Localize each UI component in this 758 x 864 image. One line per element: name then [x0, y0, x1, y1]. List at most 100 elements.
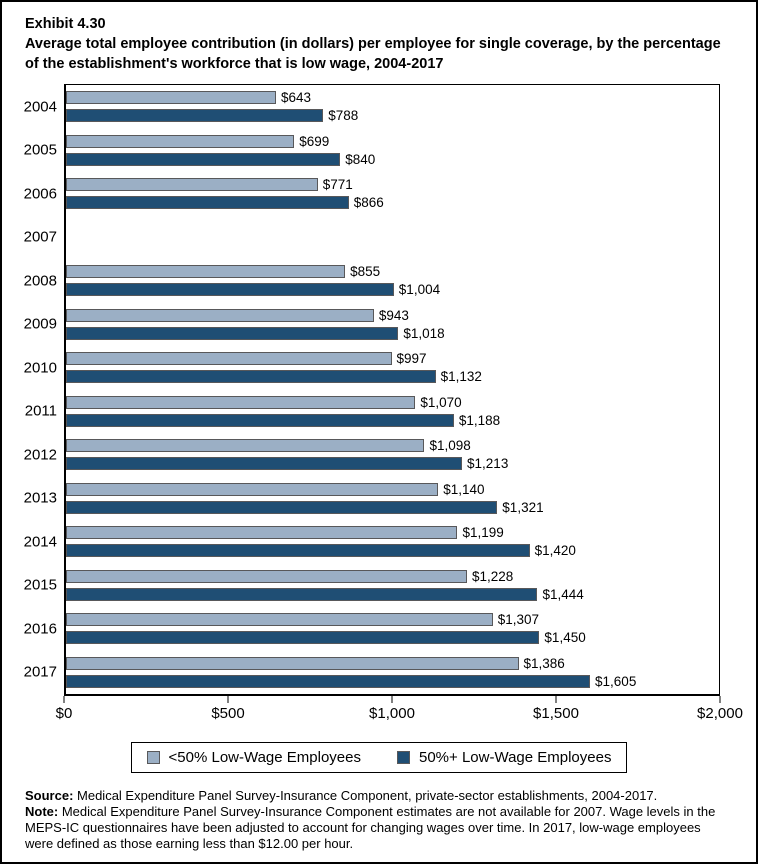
chart-row-2006: 2006 $771 $866: [24, 172, 719, 216]
bar-value-label: $1,018: [403, 325, 445, 341]
chart-row-2015: 2015 $1,228 $1,444: [24, 564, 719, 608]
bar-line: $1,228: [66, 568, 719, 584]
bar-line: $1,070: [66, 394, 719, 410]
legend-label-lt50: <50% Low-Wage Employees: [168, 749, 361, 766]
legend-item-lt50: <50% Low-Wage Employees: [146, 749, 361, 766]
bar-value-label: $1,132: [440, 369, 482, 385]
bar-lt50-2016: [66, 613, 493, 627]
chart-row-2007: 2007: [24, 216, 719, 260]
bar-lt50-2013: [66, 482, 439, 496]
bar-line: $943: [66, 307, 719, 323]
bar-value-label: $788: [328, 108, 359, 124]
bar-value-label: $1,228: [471, 568, 514, 584]
chart-row-2013: 2013 $1,140 $1,321: [24, 477, 719, 521]
year-label-2009: 2009: [23, 315, 57, 333]
bar-value-label: $1,307: [497, 612, 540, 628]
bar-50plus-2005: [66, 152, 341, 166]
bar-value-label: $1,450: [544, 630, 586, 646]
bar-value-label: $997: [396, 351, 427, 367]
chart-row-2016: 2016 $1,307 $1,450: [24, 607, 719, 651]
bar-lt50-2015: [66, 569, 467, 583]
bar-50plus-2011: [66, 413, 454, 427]
bar-value-label: $1,444: [542, 586, 584, 602]
footer-notes: Source: Medical Expenditure Panel Survey…: [2, 773, 756, 852]
bar-lt50-2014: [66, 526, 458, 540]
bar-line: $771: [66, 177, 719, 193]
chart-row-2011: 2011 $1,070 $1,188: [25, 390, 719, 434]
source-text: Medical Expenditure Panel Survey-Insuran…: [73, 788, 658, 803]
bar-value-label: $643: [280, 90, 311, 106]
year-label-2005: 2005: [23, 141, 57, 159]
x-axis-tick-label: $2,000: [697, 705, 743, 722]
bar-value-label: $1,386: [523, 655, 565, 671]
page-title: Average total employee contribution (in …: [25, 36, 721, 72]
bar-lt50-2006: [66, 178, 318, 192]
bar-value-label: $1,188: [458, 412, 501, 428]
legend-box: <50% Low-Wage Employees 50%+ Low-Wage Em…: [130, 742, 628, 773]
bar-value-label: $1,321: [502, 499, 544, 515]
bar-value-label: $771: [322, 177, 353, 193]
bar-value-label: $1,004: [398, 282, 441, 298]
year-label-2013: 2013: [23, 489, 57, 507]
note-line: Note: Medical Expenditure Panel Survey-I…: [25, 804, 732, 852]
bar-line: $788: [66, 108, 719, 124]
chart-row-2005: 2005 $699 $840: [24, 129, 719, 173]
bar-50plus-2012: [66, 457, 463, 471]
year-label-2017: 2017: [23, 663, 57, 681]
x-axis-tick-label: $500: [211, 705, 245, 722]
bar-line: [66, 240, 719, 253]
x-axis-tick-label: $1,500: [533, 705, 579, 722]
bar-value-label: $1,140: [443, 481, 485, 497]
bar-line: $1,386: [66, 655, 719, 671]
legend-swatch-dark-icon: [397, 751, 410, 764]
year-label-2011: 2011: [24, 402, 57, 420]
chart-row-2012: 2012 $1,098 $1,213: [24, 433, 719, 477]
x-axis-tick: [719, 696, 721, 703]
legend-item-50plus: 50%+ Low-Wage Employees: [397, 749, 611, 766]
chart-row-2004: 2004 $643 $788: [24, 85, 719, 129]
bar-value-label: $1,070: [420, 394, 462, 410]
title-block: Exhibit 4.30 Average total employee cont…: [2, 2, 756, 74]
bar-50plus-2008: [66, 283, 394, 297]
chart-row-2009: 2009 $943 $1,018: [24, 303, 719, 347]
bar-value-label: $699: [299, 133, 330, 149]
note-text: Medical Expenditure Panel Survey-Insuran…: [25, 804, 716, 851]
exhibit-number: Exhibit 4.30: [25, 16, 106, 32]
legend: <50% Low-Wage Employees 50%+ Low-Wage Em…: [2, 742, 756, 773]
legend-swatch-light-icon: [146, 751, 160, 764]
bar-50plus-2014: [66, 544, 530, 558]
legend-label-50plus: 50%+ Low-Wage Employees: [419, 749, 612, 766]
bar-value-label: $866: [353, 195, 384, 211]
source-line: Source: Medical Expenditure Panel Survey…: [25, 788, 732, 804]
source-label: Source:: [25, 788, 74, 803]
year-label-2006: 2006: [23, 185, 57, 203]
year-label-2007: 2007: [23, 228, 57, 246]
year-label-2008: 2008: [23, 272, 57, 290]
bar-lt50-2008: [66, 265, 346, 279]
year-label-2004: 2004: [23, 98, 57, 116]
bar-50plus-2013: [66, 500, 498, 514]
bar-lt50-2005: [66, 134, 295, 148]
bar-value-label: $943: [378, 307, 409, 323]
bar-50plus-2004: [66, 109, 324, 123]
bar-line: $1,188: [66, 412, 719, 428]
chart-row-2008: 2008 $855 $1,004: [24, 259, 719, 303]
x-axis: $0 $500 $1,000 $1,500 $2,000: [56, 696, 743, 732]
bar-line: $1,420: [66, 543, 719, 558]
bar-line: $1,444: [66, 586, 719, 602]
bar-line: $840: [66, 152, 719, 167]
chart-row-2010: 2010 $997 $1,132: [24, 346, 719, 390]
bar-line: $997: [66, 351, 719, 367]
bar-lt50-2017: [66, 656, 519, 670]
bar-line: $643: [66, 90, 719, 106]
chart-row-2014: 2014 $1,199 $1,420: [24, 520, 719, 564]
bar-chart: 2004 $643 $788 2005 $699 $840 2006 $771 $866 2007…: [2, 84, 756, 773]
x-axis-tick-label: $1,000: [369, 705, 415, 722]
bar-value-label: $1,199: [462, 525, 504, 541]
x-axis-tick: [391, 696, 393, 703]
bar-value-label: $1,098: [429, 438, 471, 454]
bar-50plus-2017: [66, 674, 591, 688]
bar-value-label: $1,605: [595, 673, 637, 689]
bar-line: $699: [66, 133, 719, 149]
